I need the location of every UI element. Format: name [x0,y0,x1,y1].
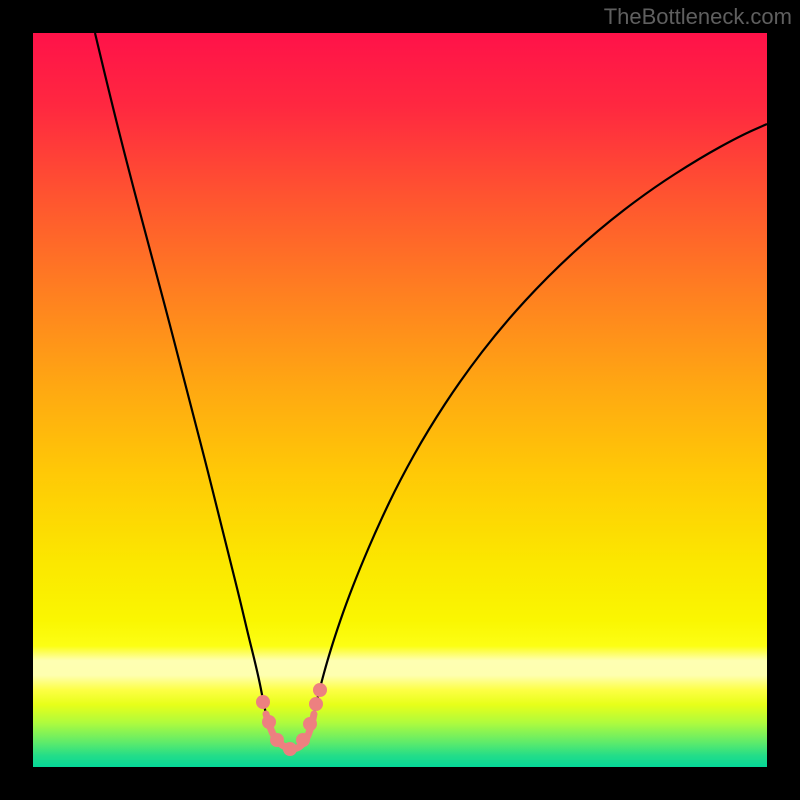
bottom-marker [270,733,284,747]
bottleneck-chart [0,0,800,800]
bottom-marker [296,733,310,747]
bottom-marker [262,715,276,729]
bottom-marker [283,742,297,756]
plot-background-gradient [33,33,767,767]
chart-root: TheBottleneck.com [0,0,800,800]
bottom-marker [303,717,317,731]
watermark-text: TheBottleneck.com [604,4,792,30]
bottom-marker [309,697,323,711]
bottom-marker [313,683,327,697]
bottom-marker [256,695,270,709]
